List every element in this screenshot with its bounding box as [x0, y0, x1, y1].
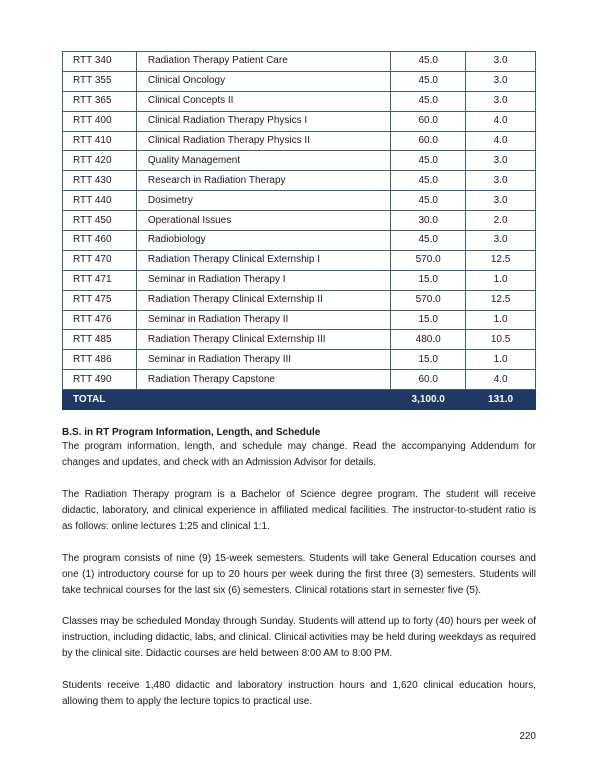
credit-units: 1.0 — [465, 349, 536, 371]
credit-units: 4.0 — [465, 110, 536, 132]
course-code: RTT 440 — [62, 190, 137, 212]
course-code: RTT 430 — [62, 170, 137, 192]
credit-units: 2.0 — [465, 210, 536, 232]
table-row: RTT 476 Seminar in Radiation Therapy II 15… — [62, 309, 536, 331]
table-row: RTT 450 Operational Issues 30.0 2.0 — [62, 210, 536, 232]
clock-hours: 15.0 — [390, 349, 467, 371]
course-title: Seminar in Radiation Therapy I — [135, 269, 392, 291]
table-row: RTT 470 Radiation Therapy Clinical Extern… — [62, 249, 536, 271]
table-row: RTT 365 Clinical Concepts II 45.0 3.0 — [62, 90, 536, 112]
course-code: RTT 486 — [62, 349, 137, 371]
course-code: RTT 450 — [62, 210, 137, 232]
credit-units: 1.0 — [465, 309, 536, 331]
credit-units: 3.0 — [465, 51, 536, 72]
total-row: TOTAL 3,100.0 131.0 — [61, 389, 536, 411]
credit-units: 4.0 — [465, 369, 536, 391]
clock-hours: 45.0 — [390, 51, 467, 72]
course-title: Seminar in Radiation Therapy II — [135, 309, 392, 331]
course-title: Seminar in Radiation Therapy III — [135, 349, 392, 371]
table-row: RTT 420 Quality Management 45.0 3.0 — [62, 150, 536, 172]
table-row: RTT 486 Seminar in Radiation Therapy III 1… — [62, 349, 536, 371]
course-title: Clinical Radiation Therapy Physics II — [135, 130, 392, 152]
clock-hours: 15.0 — [390, 309, 467, 331]
total-credits: 131.0 — [465, 389, 536, 411]
course-title: Dosimetry — [135, 190, 392, 212]
clock-hours: 45.0 — [390, 190, 467, 212]
course-title: Radiation Therapy Clinical Externship II… — [135, 329, 392, 351]
credit-units: 3.0 — [465, 150, 536, 172]
course-title: Clinical Concepts II — [135, 90, 392, 112]
course-title: Research in Radiation Therapy — [135, 170, 392, 192]
table-row: RTT 430 Research in Radiation Therapy 45.0… — [62, 170, 536, 192]
course-title: Radiobiology — [135, 230, 392, 251]
clock-hours: 15.0 — [390, 269, 467, 291]
course-title: Radiation Therapy Capstone — [135, 369, 392, 391]
course-code: RTT 365 — [62, 90, 137, 112]
credit-units: 3.0 — [465, 170, 536, 192]
course-code: RTT 400 — [62, 110, 137, 132]
credit-units: 3.0 — [465, 230, 536, 251]
total-hours: 3,100.0 — [390, 389, 467, 411]
paragraph-3: The program consists of nine (9) 15-week… — [62, 553, 536, 596]
credit-units: 3.0 — [465, 90, 536, 112]
credit-units: 4.0 — [465, 130, 536, 152]
page-number: 220 — [519, 731, 536, 742]
table-row: RTT 410 Clinical Radiation Therapy Physic… — [62, 130, 536, 152]
course-title: Quality Management — [135, 150, 392, 172]
table-row: RTT 400 Clinical Radiation Therapy Physic… — [62, 110, 536, 132]
course-code: RTT 340 — [62, 51, 137, 72]
table-row: RTT 440 Dosimetry 45.0 3.0 — [62, 190, 536, 212]
clock-hours: 45.0 — [390, 170, 467, 192]
course-code: RTT 355 — [62, 70, 137, 92]
course-title: Operational Issues — [135, 210, 392, 232]
course-code: RTT 485 — [62, 329, 137, 351]
course-code: RTT 475 — [62, 289, 137, 311]
course-code: RTT 470 — [62, 249, 137, 271]
credit-units: 3.0 — [465, 190, 536, 212]
table-row: RTT 340 Radiation Therapy Patient Care 45.… — [62, 51, 536, 72]
course-title: Clinical Oncology — [135, 70, 392, 92]
paragraph-5: Students receive 1,480 didactic and labo… — [62, 680, 536, 707]
course-code: RTT 460 — [62, 230, 137, 251]
clock-hours: 30.0 — [390, 210, 467, 232]
paragraph-4: Classes may be scheduled Monday through … — [62, 616, 536, 659]
table-row: RTT 355 Clinical Oncology 45.0 3.0 — [62, 70, 536, 92]
course-code: RTT 476 — [62, 309, 137, 331]
credit-units: 12.5 — [465, 249, 536, 271]
clock-hours: 60.0 — [390, 369, 467, 391]
paragraph-1: The program information, length, and sch… — [62, 441, 536, 468]
course-title: Radiation Therapy Patient Care — [135, 51, 392, 72]
clock-hours: 60.0 — [390, 130, 467, 152]
course-code: RTT 471 — [62, 269, 137, 291]
credit-units: 10.5 — [465, 329, 536, 351]
credit-units: 1.0 — [465, 269, 536, 291]
clock-hours: 570.0 — [390, 289, 467, 311]
course-title: Radiation Therapy Clinical Externship I — [135, 249, 392, 271]
course-title: Clinical Radiation Therapy Physics I — [135, 110, 392, 132]
credit-units: 12.5 — [465, 289, 536, 311]
table-row: RTT 490 Radiation Therapy Capstone 60.0 4.0 — [62, 369, 536, 391]
clock-hours: 45.0 — [390, 230, 467, 251]
clock-hours: 45.0 — [390, 150, 467, 172]
total-label: TOTAL — [61, 389, 392, 411]
table-row: RTT 475 Radiation Therapy Clinical Extern… — [62, 289, 536, 311]
clock-hours: 480.0 — [390, 329, 467, 351]
credit-units: 3.0 — [465, 70, 536, 92]
table-row: RTT 460 Radiobiology 45.0 3.0 — [62, 230, 536, 251]
section-heading: B.S. in RT Program Information, Length, … — [62, 427, 321, 438]
course-code: RTT 410 — [62, 130, 137, 152]
clock-hours: 570.0 — [390, 249, 467, 271]
table-row: RTT 485 Radiation Therapy Clinical Extern… — [62, 329, 536, 351]
paragraph-2: The Radiation Therapy program is a Bache… — [62, 489, 536, 532]
clock-hours: 60.0 — [390, 110, 467, 132]
course-code: RTT 420 — [62, 150, 137, 172]
course-code: RTT 490 — [62, 369, 137, 391]
table-row: RTT 471 Seminar in Radiation Therapy I 15.… — [62, 269, 536, 291]
clock-hours: 45.0 — [390, 90, 467, 112]
course-table: RTT 340 Radiation Therapy Patient Care 45.… — [61, 51, 536, 411]
clock-hours: 45.0 — [390, 70, 467, 92]
course-title: Radiation Therapy Clinical Externship II — [135, 289, 392, 311]
